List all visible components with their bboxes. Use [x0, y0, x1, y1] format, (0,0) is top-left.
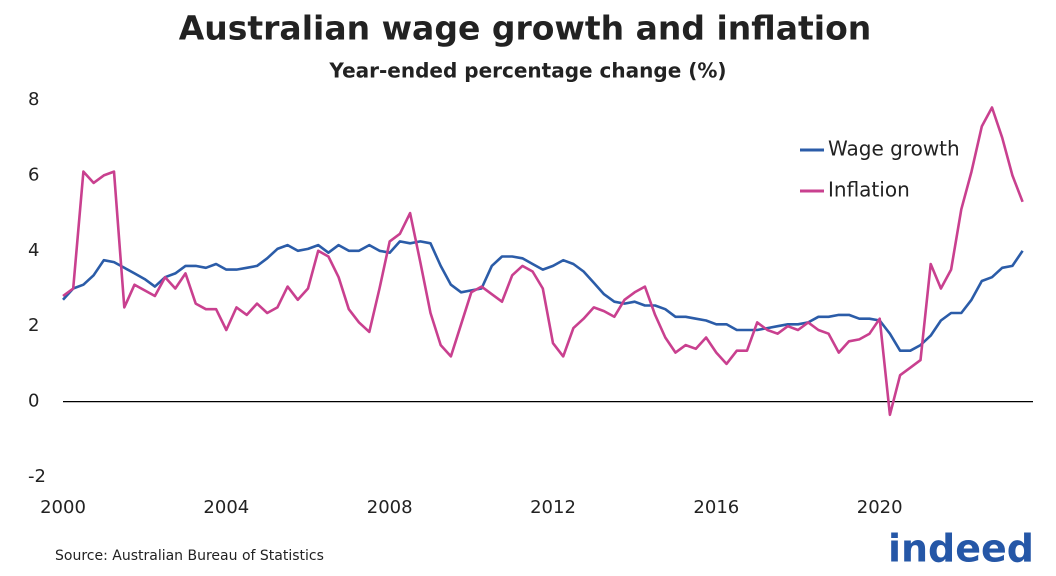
chart-subtitle: Year-ended percentage change (%) — [328, 59, 726, 83]
x-tick-label: 2012 — [530, 497, 576, 518]
y-tick-label: 2 — [28, 315, 39, 336]
y-tick-label: 0 — [28, 391, 39, 412]
y-tick-label: -2 — [28, 466, 46, 487]
series-line — [62, 240, 1024, 352]
chart-title: Australian wage growth and inflation — [179, 9, 872, 48]
x-tick-label: 2016 — [693, 497, 739, 518]
y-tick-label: 8 — [28, 89, 39, 110]
x-tick-label: 2004 — [203, 497, 249, 518]
series-line — [62, 106, 1024, 417]
y-tick-label: 4 — [28, 240, 39, 261]
y-tick-label: 6 — [28, 164, 39, 185]
x-tick-label: 2020 — [857, 497, 903, 518]
logo: indeed — [888, 527, 1034, 571]
source-note: Source: Australian Bureau of Statistics — [55, 548, 324, 564]
x-tick-label: 2008 — [367, 497, 413, 518]
x-tick-label: 2000 — [40, 497, 86, 518]
legend-label: Wage growth — [828, 137, 960, 161]
legend-label: Inflation — [828, 178, 910, 202]
